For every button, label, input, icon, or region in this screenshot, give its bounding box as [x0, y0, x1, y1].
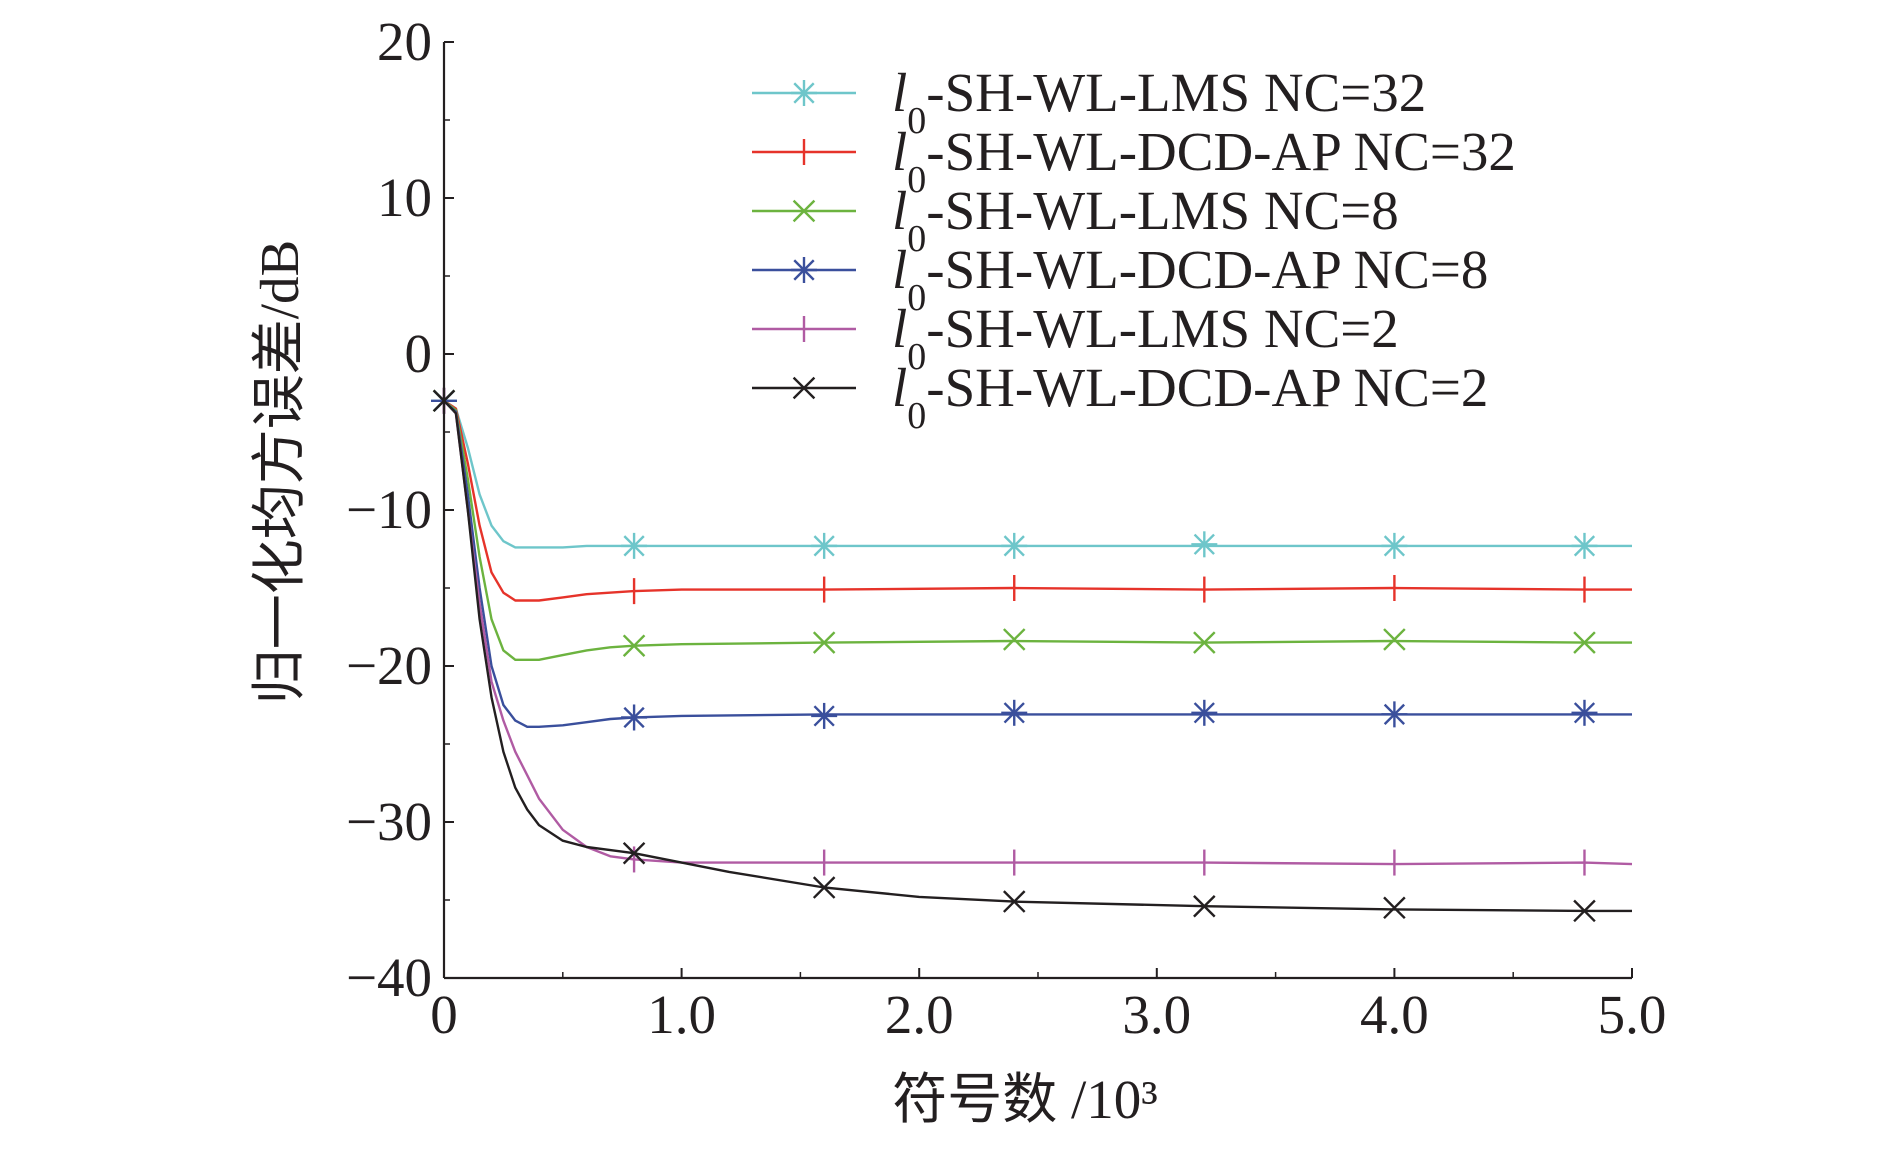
series-line [443, 399, 1632, 661]
series-marker [811, 532, 838, 559]
y-tick-label: −30 [346, 791, 432, 852]
series-line [443, 399, 1632, 728]
legend-label-italic: l [892, 180, 907, 241]
legend-entry: l0-SH-WL-DCD-AP NC=2 [752, 357, 1488, 437]
legend-label-sub: 0 [907, 277, 926, 319]
legend-label-text: -SH-WL-DCD-AP NC=2 [926, 357, 1488, 418]
legend-label-italic: l [892, 239, 907, 300]
y-tick-label: −10 [346, 479, 432, 540]
legend-label-italic: l [892, 298, 907, 359]
legend-label-italic: l [892, 357, 907, 418]
legend-label: l0-SH-WL-DCD-AP NC=8 [892, 239, 1488, 319]
y-tick-label: −20 [346, 635, 432, 696]
legend-marker [792, 199, 816, 223]
legend-label-text: -SH-WL-LMS NC=8 [926, 180, 1399, 241]
series-marker [1001, 532, 1028, 559]
series-marker [1002, 890, 1026, 913]
legend-label-text: -SH-WL-LMS NC=32 [926, 62, 1426, 123]
series-marker [1002, 628, 1026, 651]
legend-label: l0-SH-WL-LMS NC=8 [892, 180, 1399, 260]
x-tick-label: 5.0 [1598, 984, 1667, 1045]
series-marker [812, 631, 836, 654]
plot-area [431, 387, 1633, 923]
series-marker [1193, 631, 1216, 654]
series-marker [622, 634, 646, 657]
legend-label-italic: l [892, 121, 907, 182]
x-tick-label: 1.0 [647, 984, 716, 1045]
series-line [443, 399, 1632, 602]
legend-marker [791, 257, 817, 283]
legend-entry: l0-SH-WL-LMS NC=32 [752, 62, 1426, 142]
x-tick-label: 4.0 [1360, 984, 1429, 1045]
series-marker [621, 704, 648, 731]
series-marker [1191, 699, 1218, 726]
legend-label-text: -SH-WL-DCD-AP NC=32 [926, 121, 1516, 182]
legend-label-sub: 0 [907, 159, 926, 201]
legend-label: l0-SH-WL-LMS NC=2 [892, 298, 1399, 378]
series-marker [622, 841, 646, 865]
series-marker [621, 532, 648, 559]
legend-label: l0-SH-WL-DCD-AP NC=32 [892, 121, 1516, 201]
legend-label: l0-SH-WL-DCD-AP NC=2 [892, 357, 1488, 437]
legend-entry: l0-SH-WL-DCD-AP NC=8 [752, 239, 1488, 319]
legend-label-sub: 0 [907, 395, 926, 437]
series-marker [1571, 532, 1598, 559]
y-tick-label: 10 [377, 167, 432, 228]
legend-label-italic: l [892, 62, 907, 123]
legend-label-text: -SH-WL-LMS NC=2 [926, 298, 1399, 359]
series-marker [1573, 899, 1596, 923]
series-line [443, 399, 1632, 913]
series-marker [1383, 628, 1406, 651]
y-tick-label: −40 [346, 947, 432, 1008]
y-tick-label: 20 [377, 11, 432, 72]
series-line [443, 399, 1632, 549]
legend-entry: l0-SH-WL-LMS NC=8 [752, 180, 1399, 260]
series-line [443, 399, 1633, 866]
series-marker [1191, 531, 1218, 558]
series-marker [1381, 532, 1408, 559]
series-marker [1381, 701, 1408, 728]
series-marker [1383, 896, 1406, 920]
legend-label: l0-SH-WL-LMS NC=32 [892, 62, 1426, 142]
legend-label-text: -SH-WL-DCD-AP NC=8 [926, 239, 1488, 300]
series-marker [811, 702, 838, 729]
legend-marker [791, 80, 817, 106]
y-axis-title: 归一化均方误差/dB [249, 240, 310, 704]
x-tick-label: 2.0 [885, 984, 954, 1045]
legend-marker [792, 376, 816, 400]
series-marker [1571, 699, 1598, 726]
legend-entry: l0-SH-WL-LMS NC=2 [752, 298, 1399, 378]
legend-label-sub: 0 [907, 100, 926, 142]
legend-entry: l0-SH-WL-DCD-AP NC=32 [752, 121, 1516, 201]
y-tick-label: 0 [405, 323, 433, 384]
x-tick-label: 0 [430, 984, 458, 1045]
series-marker [1001, 699, 1028, 726]
series-marker [1193, 894, 1216, 918]
x-tick-label: 3.0 [1122, 984, 1191, 1045]
series-marker [812, 876, 836, 899]
legend-label-sub: 0 [907, 336, 926, 378]
legend-label-sub: 0 [907, 218, 926, 260]
x-axis-title: 符号数 /10³ [892, 1069, 1158, 1130]
series-marker [1573, 631, 1596, 654]
